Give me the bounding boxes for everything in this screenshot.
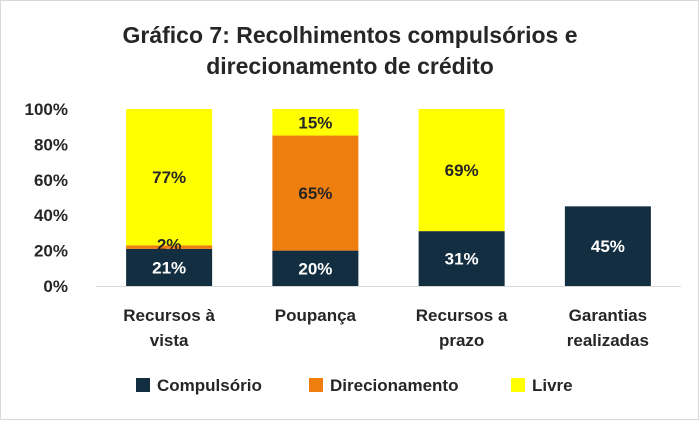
category-label: prazo [439, 331, 484, 350]
bar-segment [564, 206, 651, 286]
data-label: 20% [298, 259, 332, 278]
chart-title-line-2: direcionamento de crédito [206, 53, 494, 79]
bar-segment [126, 109, 213, 246]
data-label: 45% [591, 237, 625, 256]
data-label: 69% [445, 161, 479, 180]
bars: 21% 2% 77% 20% 65% 15% 31% 69% 45% [126, 109, 651, 286]
legend-label: Compulsório [157, 376, 262, 395]
legend-label: Direcionamento [330, 376, 458, 395]
category-label: realizadas [567, 331, 649, 350]
chart-title: Gráfico 7: Recolhimentos compulsórios e … [123, 22, 578, 79]
category-label: Garantias [569, 306, 647, 325]
bar-segment [418, 109, 505, 232]
legend-swatch [136, 378, 150, 392]
legend-swatch [511, 378, 525, 392]
data-label: 15% [298, 113, 332, 132]
legend-label: Livre [532, 376, 573, 395]
y-axis: 0% 20% 40% 60% 80% 100% [25, 100, 68, 296]
category-label: vista [150, 331, 189, 350]
data-label: 65% [298, 184, 332, 203]
y-tick-label: 40% [34, 206, 68, 225]
y-tick-label: 0% [43, 277, 68, 296]
bar-segment [272, 250, 359, 286]
y-tick-label: 80% [34, 135, 68, 154]
y-tick-label: 20% [34, 242, 68, 261]
legend: Compulsório Direcionamento Livre [136, 376, 573, 395]
data-label: 77% [152, 168, 186, 187]
x-axis: Recursos à vista Poupança Recursos a prazo Ga… [96, 286, 681, 350]
bar-segment [126, 245, 213, 249]
bar-segment [272, 109, 359, 136]
data-label: 2% [157, 235, 182, 254]
data-label: 21% [152, 258, 186, 277]
chart-title-line-1: Gráfico 7: Recolhimentos compulsórios e [123, 22, 578, 48]
bar-segment [126, 248, 213, 286]
data-label: 31% [445, 250, 479, 269]
bar-segment [418, 231, 505, 286]
bar-segment [272, 135, 359, 251]
y-tick-label: 60% [34, 171, 68, 190]
category-label: Recursos à [123, 306, 215, 325]
category-label: Poupança [275, 306, 357, 325]
legend-swatch [309, 378, 323, 392]
category-label: Recursos a [416, 306, 508, 325]
y-tick-label: 100% [25, 100, 68, 119]
